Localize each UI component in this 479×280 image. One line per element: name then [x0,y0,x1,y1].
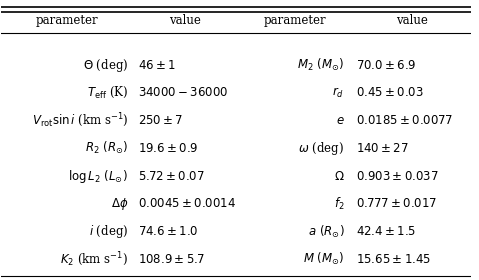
Text: value: value [397,14,428,27]
Text: $0.0185 \pm 0.0077$: $0.0185 \pm 0.0077$ [356,114,454,127]
Text: $34000 - 36000$: $34000 - 36000$ [137,86,228,99]
Text: $K_2$ (km s$^{-1}$): $K_2$ (km s$^{-1}$) [60,250,128,268]
Text: $19.6 \pm 0.9$: $19.6 \pm 0.9$ [137,142,198,155]
Text: value: value [169,14,201,27]
Text: $r_d$: $r_d$ [332,86,344,100]
Text: $\log L_2\ (L_{\odot})$: $\log L_2\ (L_{\odot})$ [68,167,128,185]
Text: $R_2\ (R_{\odot})$: $R_2\ (R_{\odot})$ [85,140,128,156]
Text: $\Omega$: $\Omega$ [334,169,344,183]
Text: $108.9 \pm 5.7$: $108.9 \pm 5.7$ [137,253,205,266]
Text: $70.0 \pm 6.9$: $70.0 \pm 6.9$ [356,59,416,72]
Text: $V_{\rm rot}\sin i$ (km s$^{-1}$): $V_{\rm rot}\sin i$ (km s$^{-1}$) [32,112,128,129]
Text: $T_{\rm eff}$ (K): $T_{\rm eff}$ (K) [87,85,128,101]
Text: $\Theta$ (deg): $\Theta$ (deg) [83,57,128,74]
Text: $M\ (M_{\odot})$: $M\ (M_{\odot})$ [303,251,344,267]
Text: parameter: parameter [36,14,99,27]
Text: $46 \pm 1$: $46 \pm 1$ [137,59,175,72]
Text: $0.45 \pm 0.03$: $0.45 \pm 0.03$ [356,86,424,99]
Text: $0.903 \pm 0.037$: $0.903 \pm 0.037$ [356,169,439,183]
Text: $a\ (R_{\odot})$: $a\ (R_{\odot})$ [308,223,344,239]
Text: $15.65 \pm 1.45$: $15.65 \pm 1.45$ [356,253,431,266]
Text: $42.4 \pm 1.5$: $42.4 \pm 1.5$ [356,225,416,238]
Text: $0.777 \pm 0.017$: $0.777 \pm 0.017$ [356,197,437,210]
Text: $i$ (deg): $i$ (deg) [89,223,128,240]
Text: $\omega$ (deg): $\omega$ (deg) [298,140,344,157]
Text: parameter: parameter [263,14,326,27]
Text: $e$: $e$ [336,114,344,127]
Text: $140 \pm 27$: $140 \pm 27$ [356,142,409,155]
Text: $5.72 \pm 0.07$: $5.72 \pm 0.07$ [137,169,205,183]
Text: $74.6 \pm 1.0$: $74.6 \pm 1.0$ [137,225,198,238]
Text: $\Delta\phi$: $\Delta\phi$ [111,196,128,212]
Text: $0.0045 \pm 0.0014$: $0.0045 \pm 0.0014$ [137,197,236,210]
Text: $M_2\ (M_{\odot})$: $M_2\ (M_{\odot})$ [297,57,344,73]
Text: $250 \pm 7$: $250 \pm 7$ [137,114,183,127]
Text: $f_2$: $f_2$ [334,196,344,212]
